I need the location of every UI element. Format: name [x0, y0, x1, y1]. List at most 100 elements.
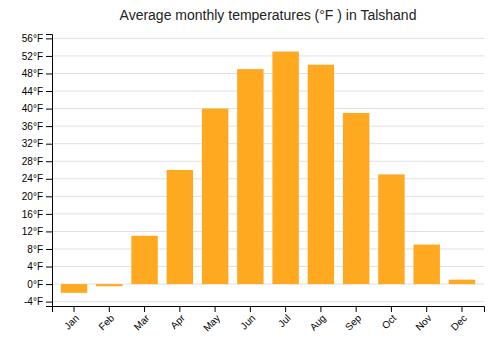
y-tick: 4°F	[27, 261, 52, 272]
y-tick-label: 52°F	[22, 51, 43, 62]
y-tick-label: 16°F	[22, 209, 43, 220]
y-tick: 32°F	[22, 138, 52, 149]
y-tick-label: 44°F	[22, 86, 43, 97]
y-tick-label: 48°F	[22, 68, 43, 79]
y-tick-label: -4°F	[24, 296, 43, 307]
bar	[202, 109, 228, 284]
y-tick-mark	[46, 284, 52, 285]
x-tick-mark	[426, 306, 427, 312]
x-tick-mark	[391, 306, 392, 312]
y-tick-mark	[46, 214, 52, 215]
bar	[308, 65, 334, 284]
x-tick-mark	[461, 306, 462, 312]
y-tick: -4°F	[24, 296, 52, 307]
bar	[272, 52, 298, 285]
x-tick-label: Dec	[449, 312, 469, 332]
x-tick-mark	[144, 306, 145, 312]
grid-line	[52, 213, 484, 214]
y-tick-mark	[46, 196, 52, 197]
x-tick: Mar	[132, 306, 152, 332]
x-tick-mark	[109, 306, 110, 312]
grid-line	[52, 38, 484, 39]
x-tick: Jan	[62, 306, 81, 332]
x-tick-label: Jul	[276, 312, 293, 329]
y-tick-mark	[46, 249, 52, 250]
y-tick-mark	[46, 231, 52, 232]
x-tick: Feb	[96, 306, 116, 332]
x-tick-mark	[74, 306, 75, 312]
x-tick: Oct	[380, 306, 399, 331]
x-tick: May	[201, 306, 222, 334]
y-tick: 12°F	[22, 226, 52, 237]
y-tick: 16°F	[22, 209, 52, 220]
y-tick: 56°F	[22, 33, 52, 44]
y-tick-mark	[46, 302, 52, 303]
y-tick: 24°F	[22, 173, 52, 184]
grid-line	[52, 73, 484, 74]
y-tick-label: 20°F	[22, 191, 43, 202]
x-tick: Aug	[308, 306, 328, 333]
grid-line	[52, 161, 484, 162]
x-tick-mark	[356, 306, 357, 312]
title: Average monthly temperatures (°F ) in Ta…	[120, 7, 417, 23]
y-tick-mark	[46, 91, 52, 92]
grid-line	[52, 108, 484, 109]
x-tick: Jun	[238, 306, 257, 332]
y-tick-mark	[46, 38, 52, 39]
y-tick-label: 8°F	[27, 244, 43, 255]
y-tick-mark	[46, 126, 52, 127]
grid-line	[52, 231, 484, 232]
x-axis: Jan Feb Mar Apr May Jun Jul Aug Sep Oct Nov Dec	[53, 306, 485, 334]
grid-line	[52, 196, 484, 197]
y-tick-label: 28°F	[22, 156, 43, 167]
y-axis: -4°F 0°F 4°F 8°F 12°F 16°F 20°F 24°F 28°F 32°F 36°…	[22, 33, 53, 307]
x-axis-line	[53, 307, 485, 313]
grid-line	[52, 126, 484, 127]
y-tick-mark	[46, 109, 52, 110]
grid-line	[52, 143, 484, 144]
y-tick-label: 4°F	[27, 261, 43, 272]
y-tick-label: 32°F	[22, 138, 43, 149]
grid-line	[52, 178, 484, 179]
x-tick-label: Oct	[380, 312, 399, 331]
y-tick-label: 40°F	[22, 103, 43, 114]
y-tick-label: 24°F	[22, 173, 43, 184]
x-tick-mark	[179, 306, 180, 312]
x-tick: Apr	[168, 306, 187, 331]
y-tick-mark	[46, 144, 52, 145]
bar	[237, 69, 263, 284]
y-tick: 44°F	[22, 86, 52, 97]
x-tick: Jul	[276, 306, 293, 329]
y-tick: 8°F	[27, 244, 52, 255]
y-tick-label: 12°F	[22, 226, 43, 237]
bar	[131, 236, 157, 284]
x-tick-label: Apr	[168, 312, 187, 331]
bar	[96, 284, 122, 286]
y-tick-mark	[46, 179, 52, 180]
x-tick-label: May	[201, 312, 222, 333]
y-tick-mark	[46, 73, 52, 74]
bar	[343, 113, 369, 284]
y-tick: 0°F	[27, 279, 52, 290]
y-tick: 48°F	[22, 68, 52, 79]
y-tick-mark	[46, 56, 52, 57]
bar	[61, 284, 87, 293]
y-axis-line	[46, 35, 53, 307]
x-tick-label: Aug	[308, 312, 328, 332]
y-tick-label: 36°F	[22, 121, 43, 132]
bars	[61, 52, 475, 293]
grid	[52, 38, 484, 301]
bar	[167, 170, 193, 284]
x-tick-label: Feb	[96, 312, 116, 332]
y-tick: 20°F	[22, 191, 52, 202]
chart: -4°F 0°F 4°F 8°F 12°F 16°F 20°F 24°F 28°F 32°F 36°…	[0, 0, 500, 350]
y-tick-mark	[46, 267, 52, 268]
x-tick-label: Sep	[343, 312, 364, 333]
x-tick: Sep	[343, 306, 364, 333]
x-tick-label: Jan	[62, 312, 81, 331]
x-tick-label: Jun	[238, 312, 257, 331]
grid-line	[52, 91, 484, 92]
x-tick: Nov	[413, 306, 433, 333]
x-tick-label: Nov	[413, 312, 433, 332]
grid-line	[52, 301, 484, 302]
